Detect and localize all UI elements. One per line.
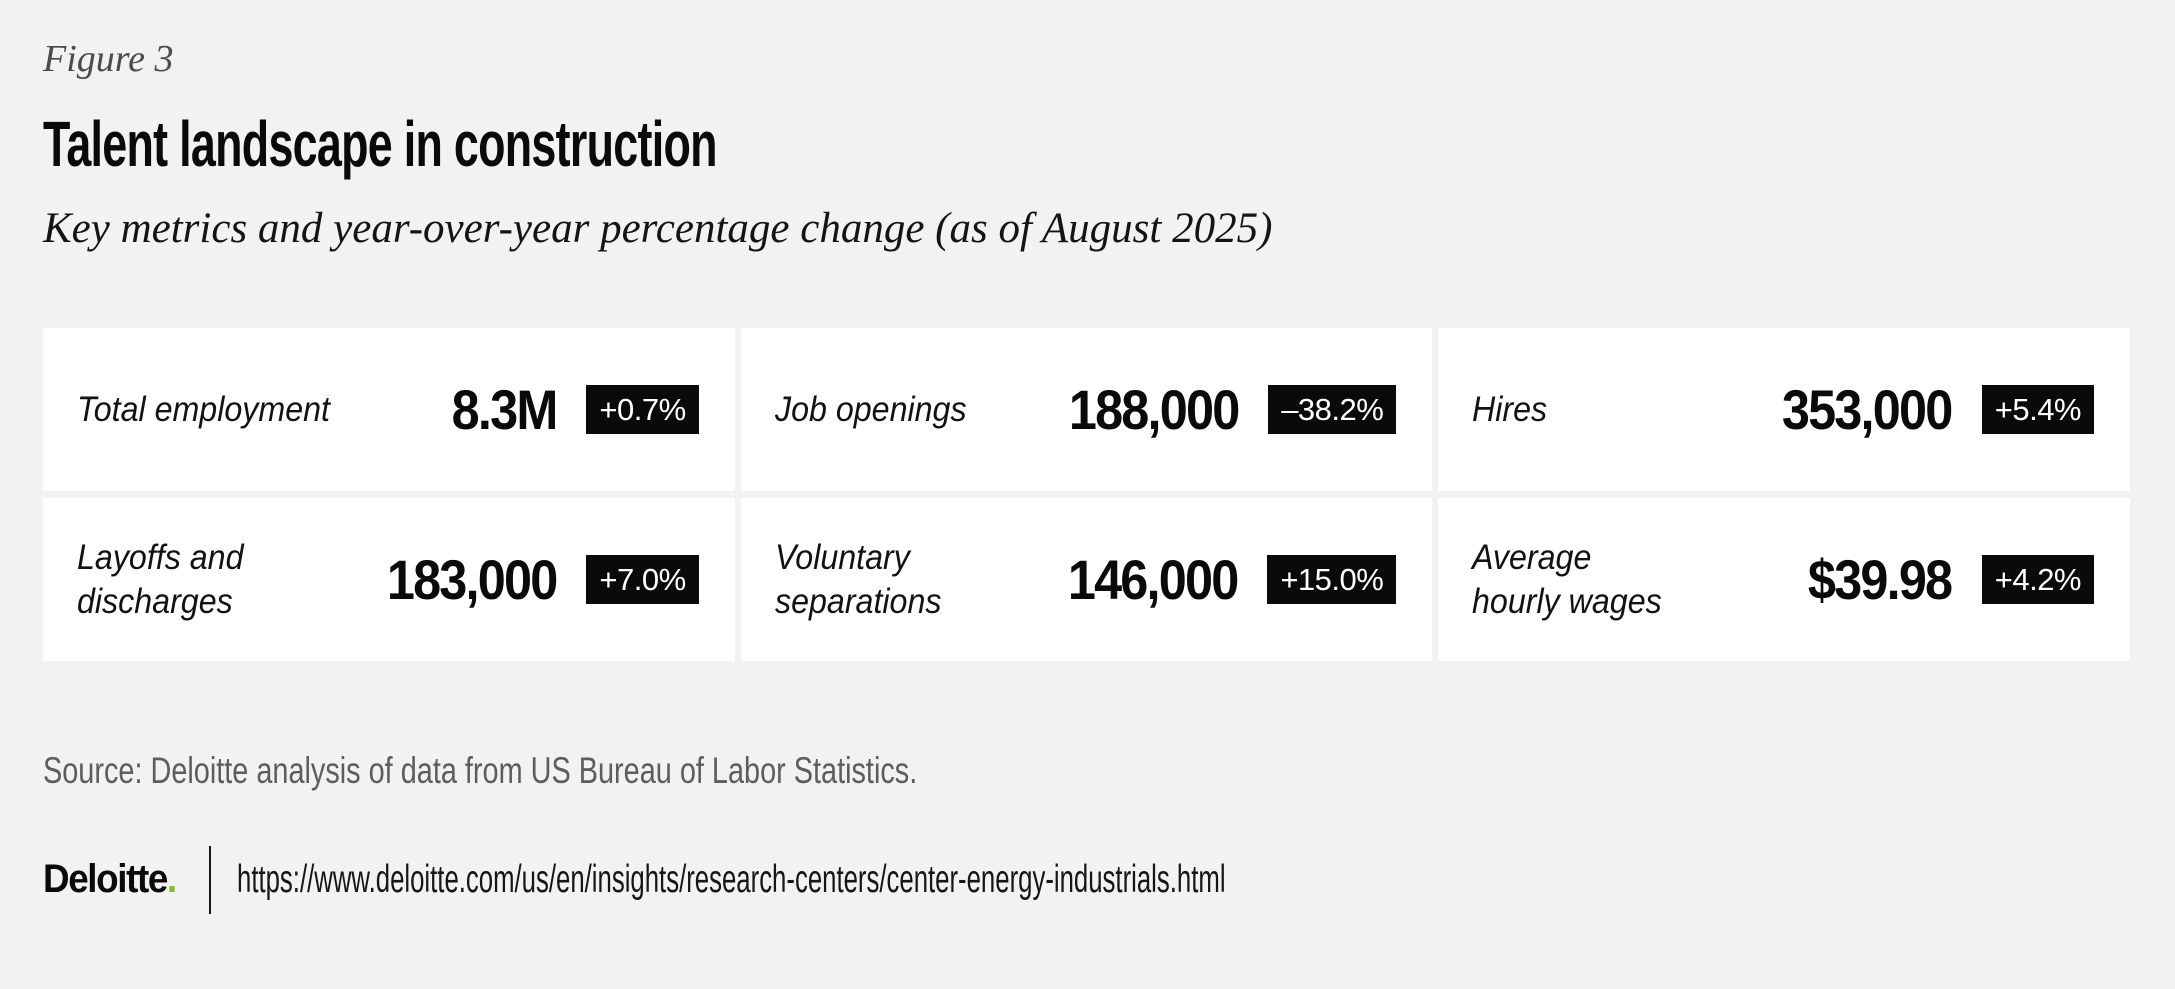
metric-card-layoffs-discharges: Layoffs and discharges 183,000 +7.0%	[43, 498, 735, 662]
metric-label: Total employment	[77, 390, 330, 430]
footer-divider	[209, 845, 212, 914]
figure-subtitle: Key metrics and year-over-year percentag…	[43, 205, 1273, 252]
deloitte-logo-green-dot: .	[166, 857, 177, 902]
footer: Deloitte. https://www.deloitte.com/us/en…	[43, 844, 2130, 916]
yoy-change-badge: –38.2%	[1268, 385, 1397, 435]
deloitte-logo: Deloitte.	[43, 857, 177, 902]
metric-label: Layoffs and discharges	[77, 538, 244, 621]
figure-title: Talent landscape in construction	[43, 108, 717, 180]
metric-value: 188,000	[1068, 378, 1240, 442]
metric-value: 353,000	[1782, 378, 1953, 442]
yoy-change-badge: +5.4%	[1981, 385, 2094, 435]
source-attribution: Source: Deloitte analysis of data from U…	[43, 750, 918, 792]
metric-card-average-hourly-wages: Average hourly wages $39.98 +4.2%	[1438, 498, 2130, 662]
metric-card-hires: Hires 353,000 +5.4%	[1438, 328, 2130, 492]
metric-label: Hires	[1472, 390, 1548, 430]
metric-label: Voluntary separations	[774, 538, 942, 621]
deloitte-logo-text: Deloitte	[43, 857, 168, 902]
metric-label: Average hourly wages	[1472, 538, 1663, 621]
figure-page: Figure 3 Talent landscape in constructio…	[0, 40, 2175, 916]
metric-card-voluntary-separations: Voluntary separations 146,000 +15.0%	[740, 498, 1433, 662]
metrics-grid: Total employment 8.3M +0.7% Job openings…	[43, 328, 2130, 662]
figure-number-label: Figure 3	[43, 38, 174, 80]
metric-card-job-openings: Job openings 188,000 –38.2%	[740, 328, 1433, 492]
metric-card-total-employment: Total employment 8.3M +0.7%	[43, 328, 735, 492]
yoy-change-badge: +0.7%	[586, 385, 699, 435]
yoy-change-badge: +15.0%	[1267, 555, 1397, 605]
metric-value: 146,000	[1067, 548, 1239, 612]
metric-label: Job openings	[774, 390, 967, 430]
metric-value: $39.98	[1808, 548, 1953, 612]
yoy-change-badge: +4.2%	[1981, 555, 2094, 605]
metric-value: 183,000	[386, 548, 558, 612]
yoy-change-badge: +7.0%	[586, 555, 699, 605]
footer-url: https://www.deloitte.com/us/en/insights/…	[237, 857, 1226, 901]
metric-value: 8.3M	[451, 378, 559, 442]
